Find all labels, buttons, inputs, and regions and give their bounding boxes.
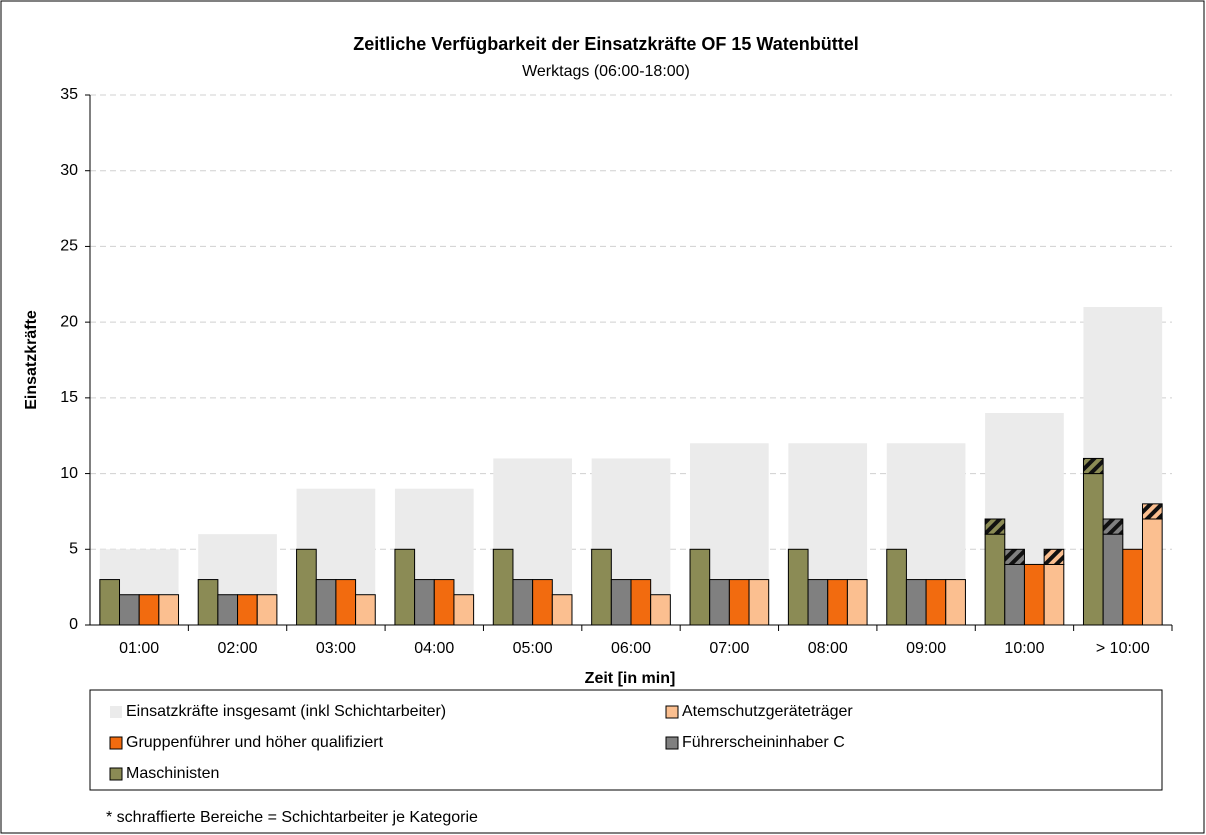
bar	[689, 548, 711, 626]
bar	[355, 594, 376, 626]
bar	[394, 548, 416, 626]
x-axis-label: Zeit [in min]	[585, 670, 676, 687]
legend-swatch	[665, 705, 679, 719]
bar	[1141, 518, 1163, 626]
legend-label: Maschinisten	[126, 765, 219, 782]
bar	[591, 548, 612, 626]
bar	[709, 579, 730, 626]
bar	[925, 579, 947, 626]
bar	[512, 579, 534, 626]
bar	[827, 579, 848, 626]
y-axis-label: Einsatzkräfte	[23, 310, 40, 410]
shift-bar	[1082, 457, 1104, 475]
y-tick-label: 25	[60, 238, 78, 255]
bar	[1122, 548, 1143, 626]
x-tick-label: 04:00	[414, 640, 454, 657]
y-tick-label: 35	[60, 86, 78, 103]
bar	[728, 579, 750, 626]
x-tick-label: 05:00	[513, 640, 553, 657]
bar	[256, 594, 278, 626]
chart-subtitle: Werktags (06:00-18:00)	[522, 63, 690, 80]
legend-swatch	[110, 706, 122, 718]
x-tick-label: 07:00	[709, 640, 749, 657]
bar	[237, 594, 258, 626]
chart-title: Zeitliche Verfügbarkeit der Einsatzkräft…	[353, 34, 858, 54]
bar	[886, 548, 907, 626]
x-tick-label: 08:00	[808, 640, 848, 657]
bar	[610, 579, 632, 626]
y-tick-label: 20	[60, 313, 78, 330]
y-tick-label: 15	[60, 389, 78, 406]
bar	[1043, 563, 1065, 626]
bar	[1023, 563, 1045, 626]
legend-box	[89, 689, 1163, 791]
y-tick-label: 0	[69, 616, 78, 633]
legend-swatch	[109, 767, 123, 781]
bar	[984, 533, 1006, 626]
bar	[748, 579, 770, 626]
bar	[492, 548, 514, 626]
bar	[945, 579, 966, 626]
footnote: * schraffierte Bereiche = Schichtarbeite…	[106, 809, 478, 826]
bar	[1004, 563, 1025, 626]
x-tick-label: > 10:00	[1096, 640, 1150, 657]
legend-label: Gruppenführer und höher qualifiziert	[126, 734, 384, 751]
bar	[650, 594, 671, 626]
bar	[158, 594, 180, 626]
x-tick-label: 10:00	[1004, 640, 1044, 657]
x-tick-label: 09:00	[906, 640, 946, 657]
bar	[807, 579, 829, 626]
shift-bar	[1102, 518, 1124, 535]
legend-label: Einsatzkräfte insgesamt (inkl Schichtarb…	[126, 703, 446, 720]
bar	[453, 594, 475, 626]
bar	[315, 579, 337, 626]
x-tick-label: 03:00	[316, 640, 356, 657]
x-tick-label: 02:00	[218, 640, 258, 657]
bar	[532, 579, 553, 626]
bar	[414, 579, 435, 626]
bar	[551, 594, 573, 626]
shift-bar	[1141, 503, 1163, 520]
y-tick-label: 30	[60, 162, 78, 179]
x-tick-label: 06:00	[611, 640, 651, 657]
legend-label: Führerscheininhaber C	[682, 734, 845, 751]
bar	[217, 594, 239, 626]
y-tick-label: 5	[69, 541, 78, 558]
bar	[335, 579, 357, 626]
bar	[119, 594, 140, 626]
bar	[630, 579, 652, 626]
bar	[905, 579, 927, 626]
bar	[197, 579, 219, 626]
legend-swatch	[665, 736, 679, 750]
legend-swatch	[109, 736, 123, 750]
bar	[846, 579, 868, 626]
bar	[787, 548, 809, 626]
legend-label: Atemschutzgeräteträger	[682, 703, 853, 720]
shift-bar	[984, 518, 1006, 535]
bar	[296, 548, 317, 626]
bar	[433, 579, 455, 626]
shift-bar	[1043, 548, 1065, 565]
y-tick-label: 10	[60, 465, 78, 482]
bar	[138, 594, 160, 626]
x-tick-label: 01:00	[119, 640, 159, 657]
bar	[1082, 473, 1104, 626]
bar	[1102, 533, 1124, 626]
bar	[99, 579, 121, 626]
shift-bar	[1004, 548, 1025, 565]
